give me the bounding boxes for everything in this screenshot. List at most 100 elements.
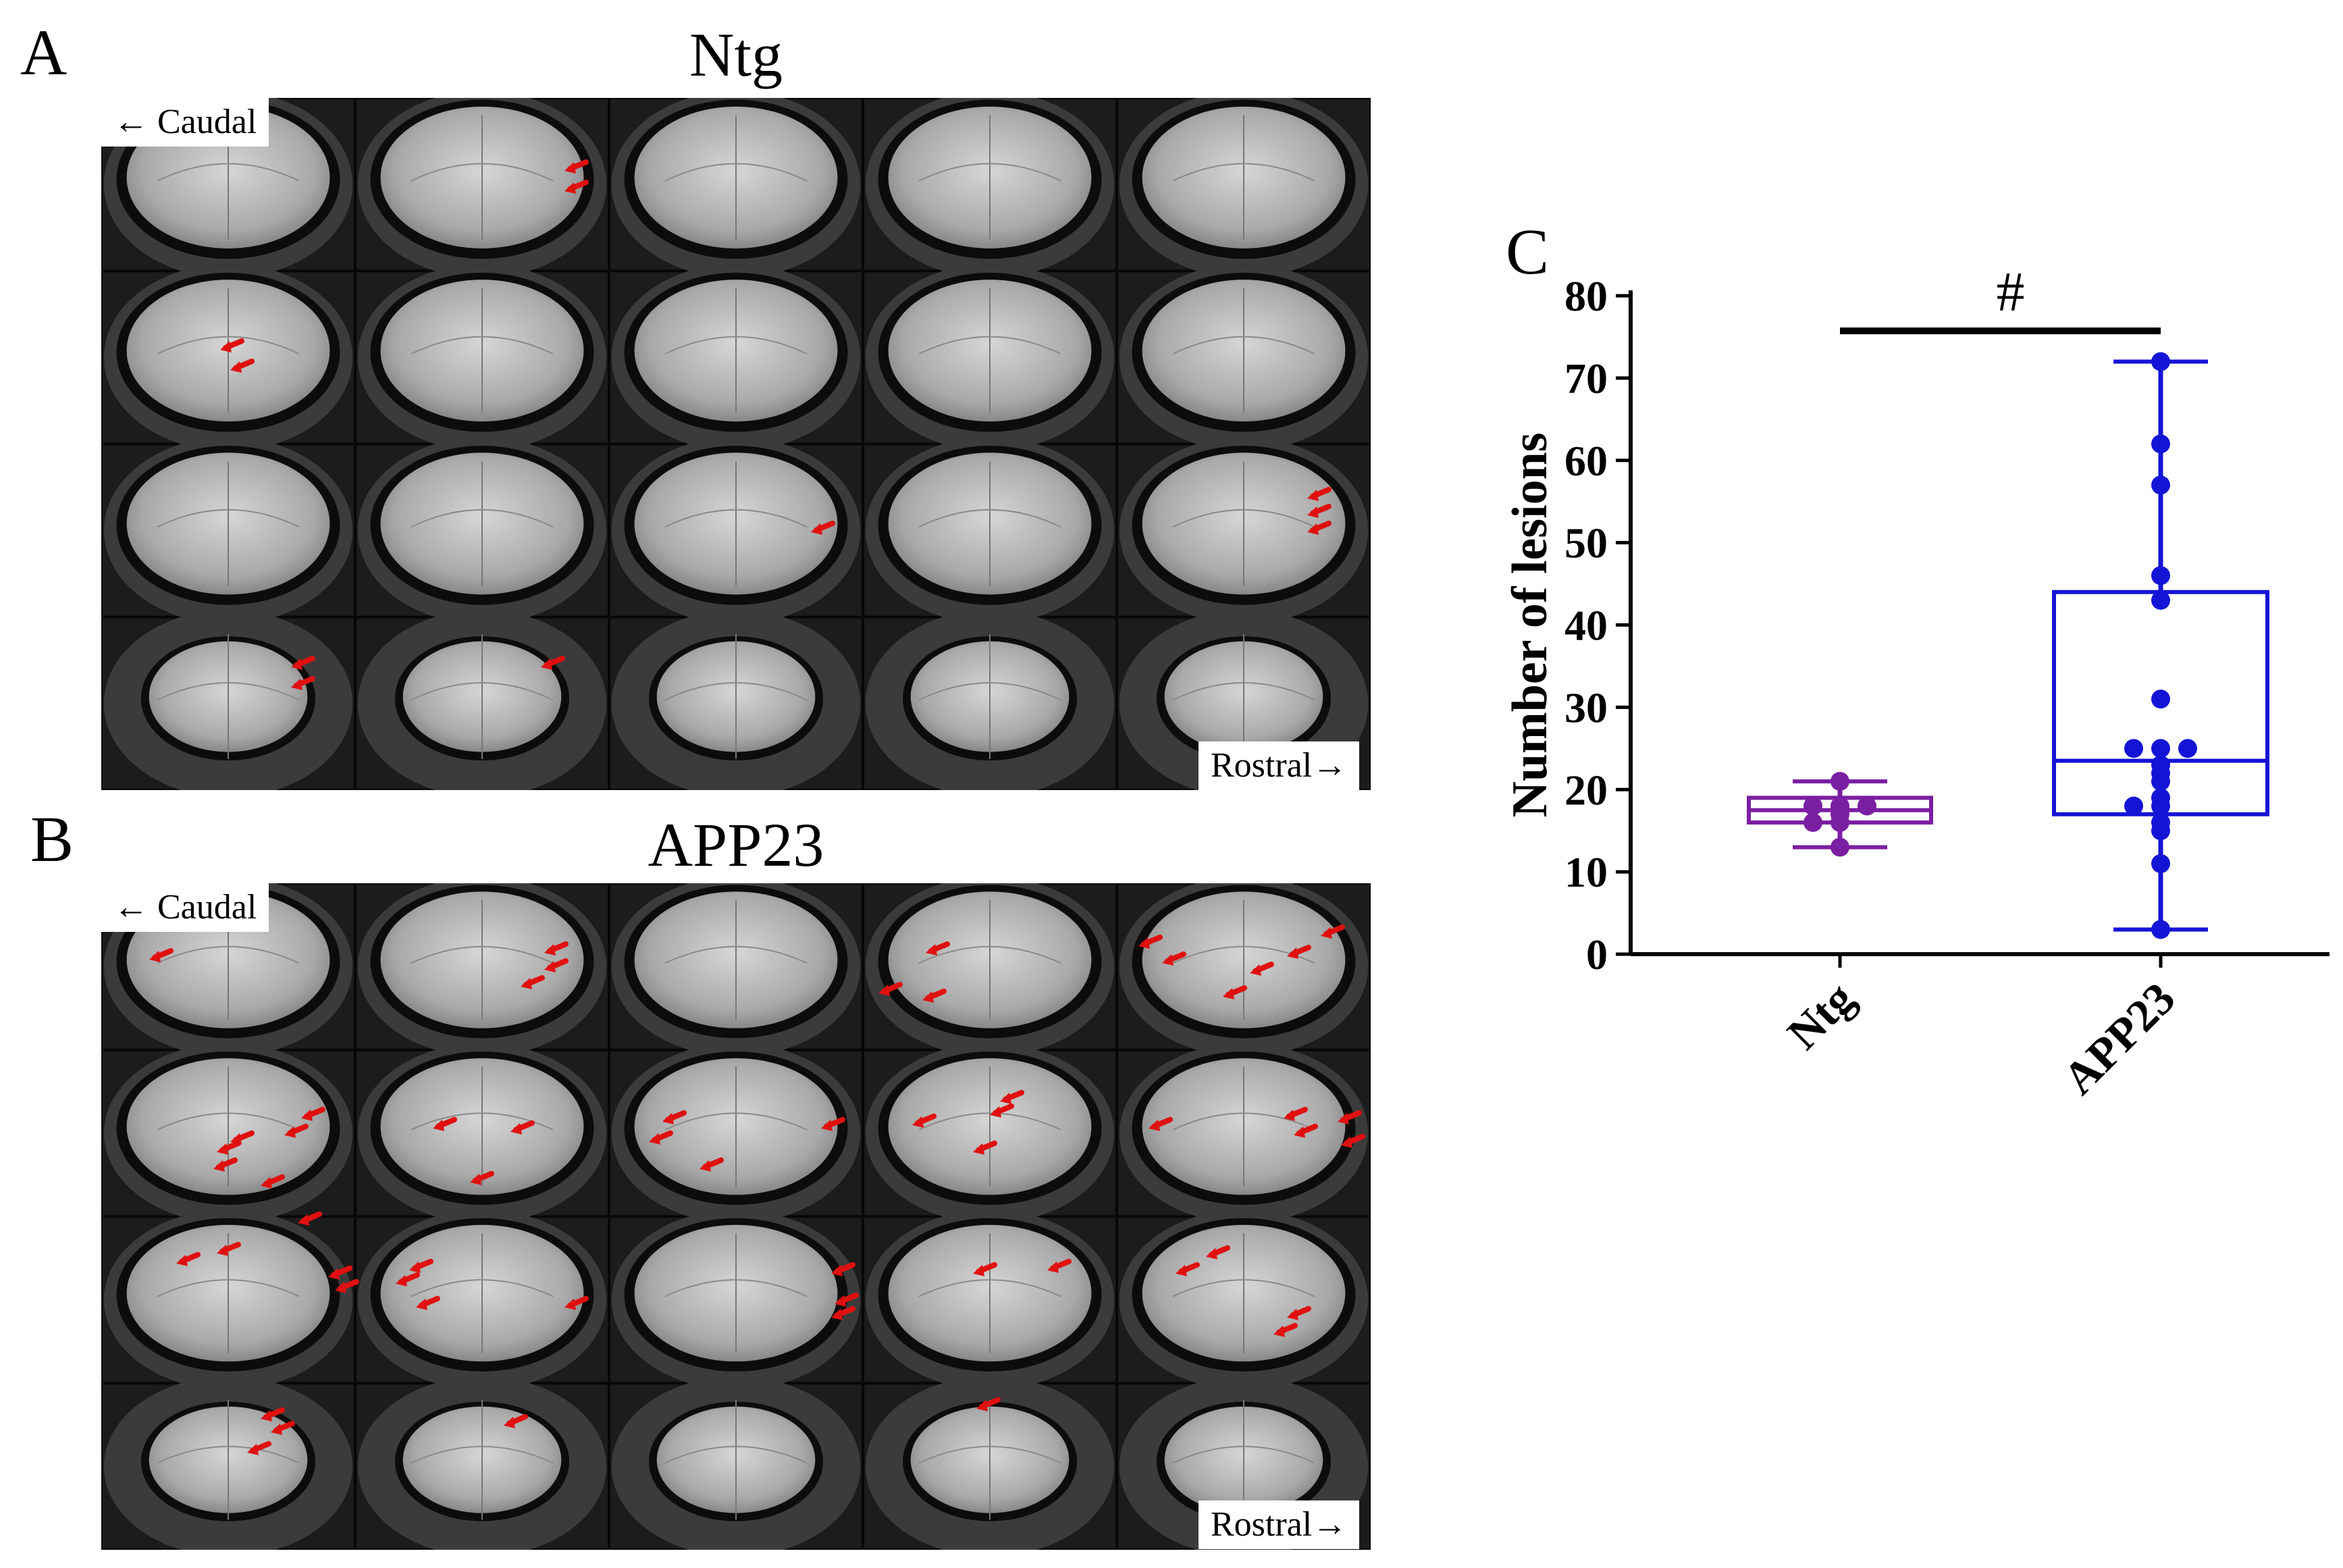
mri-slice xyxy=(610,1209,862,1390)
data-point xyxy=(2151,590,2170,610)
lesion-count-box-plot: 0 10 20 30 40 50 60 70 80 Number of lesions Ntg APP… xyxy=(1472,189,2343,1202)
mri-slice xyxy=(864,264,1115,451)
lesion-arrow xyxy=(291,656,315,670)
lesion-arrow xyxy=(1176,1262,1200,1276)
data-point xyxy=(2151,854,2170,873)
lesion-arrow xyxy=(1287,1306,1311,1320)
lesion-arrow xyxy=(926,941,950,956)
mri-slice xyxy=(1118,437,1369,624)
x-tick-label: Ntg xyxy=(1777,972,1864,1060)
mri-slice xyxy=(610,1043,862,1224)
lesion-arrow xyxy=(831,1306,855,1320)
lesion-arrow xyxy=(433,1117,457,1131)
lesion-arrow xyxy=(510,1120,535,1134)
mri-slice xyxy=(357,1376,608,1550)
lesion-arrow xyxy=(217,1141,241,1155)
data-point xyxy=(1804,796,1822,816)
lesion-arrow xyxy=(831,1262,855,1276)
lesion-arrow xyxy=(878,982,903,996)
lesion-arrow xyxy=(544,958,569,972)
lesion-arrow xyxy=(1149,1117,1173,1131)
data-point xyxy=(2151,689,2170,709)
data-point xyxy=(1831,796,1849,816)
lesion-arrow xyxy=(564,1296,589,1310)
mri-slice xyxy=(864,1376,1115,1550)
data-point xyxy=(2151,434,2170,454)
mri-slice xyxy=(357,1043,608,1224)
lesion-arrow xyxy=(247,1441,271,1455)
lesion-arrow xyxy=(176,1252,201,1266)
data-point xyxy=(2151,813,2170,832)
data-point xyxy=(2124,739,2143,758)
y-tick-label: 10 xyxy=(1564,848,1608,896)
mri-slice xyxy=(610,1376,862,1550)
mri-slice xyxy=(1118,883,1369,1057)
lesion-arrow xyxy=(1206,1245,1230,1259)
lesion-arrow xyxy=(564,159,589,174)
lesion-arrow xyxy=(700,1157,724,1172)
lesion-arrow xyxy=(301,1107,325,1121)
mri-slice xyxy=(357,437,608,624)
y-tick-label: 40 xyxy=(1564,602,1608,650)
y-tick-label: 60 xyxy=(1564,437,1608,485)
x-tick-label: APP23 xyxy=(2053,972,2184,1104)
lesion-arrow xyxy=(470,1171,494,1185)
lesion-arrow xyxy=(149,948,174,962)
lesion-arrow xyxy=(564,180,589,194)
lesion-arrow xyxy=(1338,1110,1362,1124)
mri-slice xyxy=(610,610,862,790)
lesion-arrow xyxy=(1307,504,1332,518)
data-point xyxy=(1858,796,1876,816)
data-point xyxy=(2151,755,2170,775)
y-tick-label: 20 xyxy=(1564,766,1608,814)
box-ntg xyxy=(1747,772,1933,857)
lesion-arrow xyxy=(213,1157,238,1172)
data-point xyxy=(1831,772,1849,791)
ntg-caudal-label: ← Caudal xyxy=(101,98,269,147)
lesion-arrow xyxy=(261,1407,285,1421)
mri-slice xyxy=(357,883,608,1057)
mri-slice xyxy=(864,1209,1115,1390)
lesion-arrow xyxy=(230,359,255,373)
significance-symbol: # xyxy=(1997,261,2025,323)
lesion-arrow xyxy=(409,1259,433,1273)
lesion-arrow xyxy=(396,1272,420,1286)
mri-slice xyxy=(864,98,1115,278)
lesion-arrow xyxy=(541,656,565,670)
lesion-arrow xyxy=(1321,924,1345,939)
mri-slice xyxy=(357,610,608,790)
mri-slice xyxy=(357,264,608,451)
data-point xyxy=(2151,352,2170,371)
lesion-arrow xyxy=(328,1265,352,1280)
lesion-arrow xyxy=(1138,935,1163,949)
lesion-arrow xyxy=(1307,487,1332,501)
lesion-arrow xyxy=(220,338,244,352)
lesion-arrow xyxy=(416,1296,440,1310)
lesion-arrow xyxy=(1287,945,1311,959)
lesion-arrow xyxy=(821,1117,845,1131)
lesion-arrow xyxy=(271,1421,295,1435)
app23-mri-montage xyxy=(101,883,1371,1550)
mri-slice xyxy=(103,1376,354,1550)
data-point xyxy=(2151,920,2170,939)
lesion-arrow xyxy=(261,1174,285,1188)
lesion-arrow xyxy=(284,1124,309,1138)
lesion-arrow xyxy=(649,1130,673,1145)
y-tick-label: 30 xyxy=(1564,683,1608,731)
y-tick-label: 50 xyxy=(1564,519,1608,567)
lesion-arrow xyxy=(1341,1134,1365,1148)
mri-slice xyxy=(864,1043,1115,1224)
mri-slice xyxy=(610,437,862,624)
data-point xyxy=(2151,739,2170,758)
lesion-arrow xyxy=(1000,1090,1024,1104)
lesion-arrow xyxy=(544,941,569,956)
lesion-arrow xyxy=(521,975,545,989)
mri-slice xyxy=(610,98,862,278)
y-tick-label: 80 xyxy=(1564,272,1608,320)
mri-slice xyxy=(1118,1209,1369,1390)
lesion-arrow xyxy=(298,1211,322,1226)
mri-slice xyxy=(610,264,862,451)
panel-b-label: B xyxy=(30,803,74,875)
y-tick-label: 70 xyxy=(1564,355,1608,402)
mri-slice xyxy=(1118,1043,1369,1224)
